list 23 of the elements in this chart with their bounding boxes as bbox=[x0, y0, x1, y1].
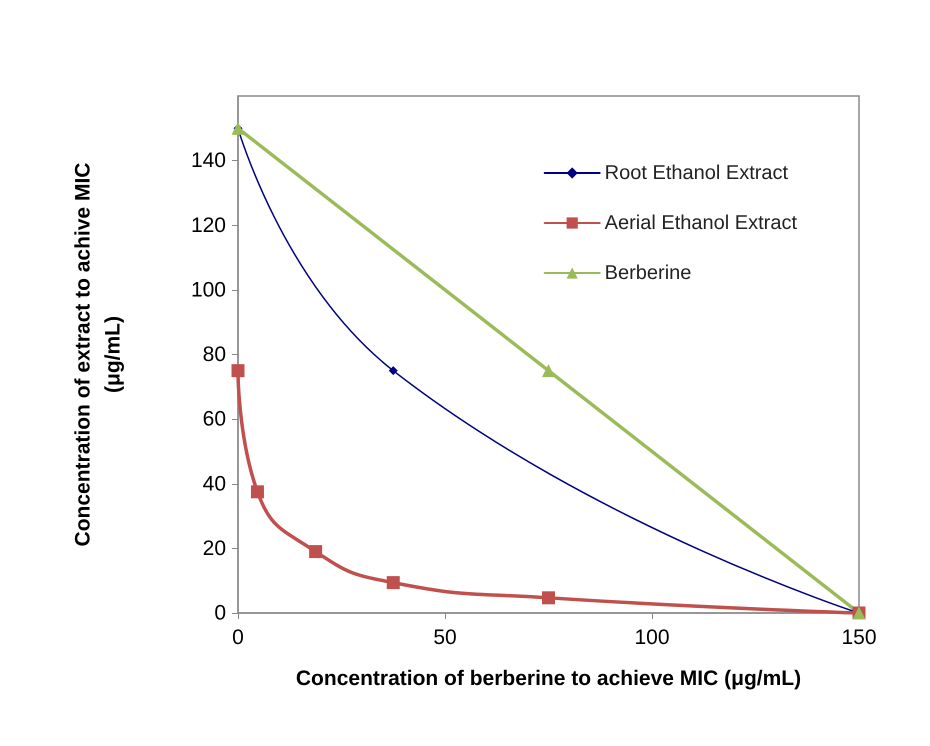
x-tick-label: 150 bbox=[841, 626, 877, 649]
y-tick-label: 80 bbox=[202, 343, 226, 366]
y-tick-label: 120 bbox=[190, 214, 226, 237]
x-tick-label: 50 bbox=[433, 626, 457, 649]
point bbox=[388, 366, 398, 376]
legend-label: Root Ethanol Extract bbox=[604, 162, 789, 184]
y-tick-label: 140 bbox=[190, 149, 226, 172]
y-tick-label: 20 bbox=[202, 536, 226, 560]
point bbox=[542, 591, 555, 604]
legend-label: Aerial Ethanol Extract bbox=[604, 212, 798, 234]
y-tick-label: 100 bbox=[190, 278, 226, 302]
legend-label: Berberine bbox=[604, 262, 692, 284]
y-tick-label: 60 bbox=[202, 408, 226, 431]
y-tick-label: 40 bbox=[202, 472, 226, 496]
x-tick-label: 0 bbox=[232, 626, 244, 649]
x-tick-label: 100 bbox=[634, 626, 670, 649]
point bbox=[232, 364, 244, 378]
point bbox=[309, 545, 322, 558]
point bbox=[250, 485, 264, 498]
y-tick-label: 0 bbox=[214, 602, 226, 624]
point bbox=[386, 576, 400, 590]
y-axis-title: Concentration of extract to achive MIC (μg/mL) bbox=[72, 162, 124, 546]
x-axis-title: Concentration of berberine to achieve MIC (μg/mL) bbox=[296, 667, 802, 690]
